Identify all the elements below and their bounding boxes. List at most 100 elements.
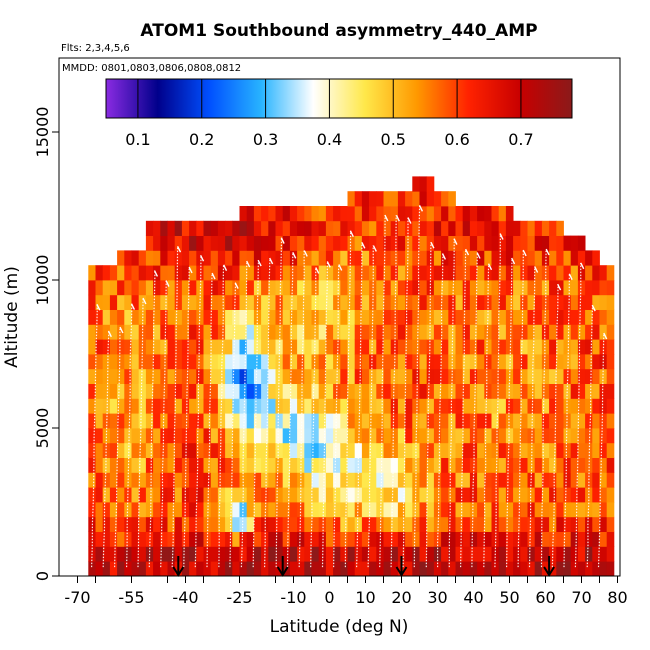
heat-cell bbox=[261, 250, 269, 266]
heat-cell bbox=[217, 220, 226, 236]
heat-cell bbox=[304, 546, 312, 562]
heat-cell bbox=[354, 354, 363, 370]
heat-cell bbox=[189, 502, 197, 518]
heat-cell bbox=[167, 546, 176, 562]
heat-cell bbox=[232, 324, 240, 340]
heat-cell bbox=[383, 413, 392, 429]
heat-cell bbox=[606, 428, 615, 444]
heat-cell bbox=[549, 280, 557, 296]
heat-cell bbox=[412, 413, 420, 429]
heat-cell bbox=[484, 368, 492, 384]
heat-cell bbox=[606, 280, 615, 296]
heat-cell bbox=[261, 487, 269, 503]
heat-cell bbox=[549, 457, 557, 473]
heat-cell bbox=[369, 368, 377, 384]
heat-cell bbox=[318, 516, 327, 532]
heat-cell bbox=[325, 413, 334, 429]
heat-cell bbox=[505, 546, 514, 562]
heat-cell bbox=[347, 516, 356, 532]
heat-cell bbox=[441, 428, 449, 444]
heat-cell bbox=[325, 383, 334, 399]
heat-cell bbox=[376, 413, 384, 429]
heat-cell bbox=[102, 442, 111, 458]
heat-cell bbox=[376, 309, 384, 325]
heat-cell bbox=[412, 309, 420, 325]
heat-cell bbox=[124, 368, 132, 384]
heat-cell bbox=[527, 413, 536, 429]
heat-cell bbox=[527, 309, 536, 325]
heat-cell bbox=[102, 502, 111, 518]
heat-cell bbox=[592, 487, 600, 503]
heat-cell bbox=[333, 472, 341, 488]
heat-cell bbox=[109, 531, 118, 547]
heat-cell bbox=[361, 235, 370, 251]
heat-cell bbox=[167, 250, 176, 266]
profile-line bbox=[395, 214, 400, 222]
heat-cell bbox=[455, 220, 464, 236]
heat-cell bbox=[203, 309, 212, 325]
heat-cell bbox=[203, 294, 212, 310]
heat-cell bbox=[455, 265, 464, 281]
heat-cell bbox=[592, 413, 600, 429]
heat-cell bbox=[325, 354, 334, 370]
heat-cell bbox=[534, 383, 543, 399]
heat-cell bbox=[570, 472, 579, 488]
heat-cell bbox=[412, 442, 420, 458]
heat-cell bbox=[520, 516, 528, 532]
heat-cell bbox=[253, 383, 262, 399]
heat-cell bbox=[304, 502, 312, 518]
heat-cell bbox=[109, 516, 118, 532]
heat-cell bbox=[181, 428, 190, 444]
heat-cell bbox=[333, 220, 341, 236]
heat-cell bbox=[577, 280, 586, 296]
heat-cell bbox=[239, 428, 248, 444]
heat-cell bbox=[145, 368, 154, 384]
heat-cell bbox=[455, 206, 464, 222]
heat-cell bbox=[138, 413, 147, 429]
heat-cell bbox=[203, 561, 212, 577]
heat-cell bbox=[102, 531, 111, 547]
heat-cell bbox=[160, 294, 168, 310]
heat-cell bbox=[275, 398, 284, 414]
heat-cell bbox=[109, 442, 118, 458]
heat-cell bbox=[376, 502, 384, 518]
heat-cell bbox=[419, 457, 428, 473]
heat-cell bbox=[340, 516, 348, 532]
heat-cell bbox=[340, 487, 348, 503]
heat-cell bbox=[405, 487, 413, 503]
heat-cell bbox=[484, 561, 492, 577]
profile-line bbox=[107, 330, 112, 338]
heat-cell bbox=[455, 502, 464, 518]
heat-cell bbox=[563, 561, 572, 577]
heat-cell bbox=[520, 457, 528, 473]
heat-cell bbox=[505, 250, 514, 266]
heat-cell bbox=[153, 220, 161, 236]
heat-cell bbox=[599, 324, 608, 340]
heat-cell bbox=[599, 280, 608, 296]
heat-cell bbox=[491, 442, 500, 458]
heat-cell bbox=[383, 324, 392, 340]
heat-cell bbox=[124, 531, 132, 547]
heat-cell bbox=[246, 546, 255, 562]
heat-cell bbox=[433, 339, 442, 355]
heat-cell bbox=[333, 294, 341, 310]
heat-cell bbox=[376, 561, 384, 577]
heat-cell bbox=[361, 294, 370, 310]
heat-cell bbox=[304, 354, 312, 370]
heat-cell bbox=[397, 531, 406, 547]
heat-cell bbox=[145, 383, 154, 399]
heat-cell bbox=[455, 309, 464, 325]
profile-line bbox=[315, 267, 320, 274]
heat-cell bbox=[261, 383, 269, 399]
heat-cell bbox=[253, 428, 262, 444]
heat-cell bbox=[160, 442, 168, 458]
heat-cell bbox=[340, 309, 348, 325]
heat-cell bbox=[462, 368, 471, 384]
heat-cell bbox=[109, 561, 118, 577]
heat-cell bbox=[275, 368, 284, 384]
heat-cell bbox=[369, 398, 377, 414]
heat-cell bbox=[563, 324, 572, 340]
heat-cell bbox=[426, 220, 435, 236]
heat-cell bbox=[412, 206, 420, 222]
heat-cell bbox=[462, 309, 471, 325]
